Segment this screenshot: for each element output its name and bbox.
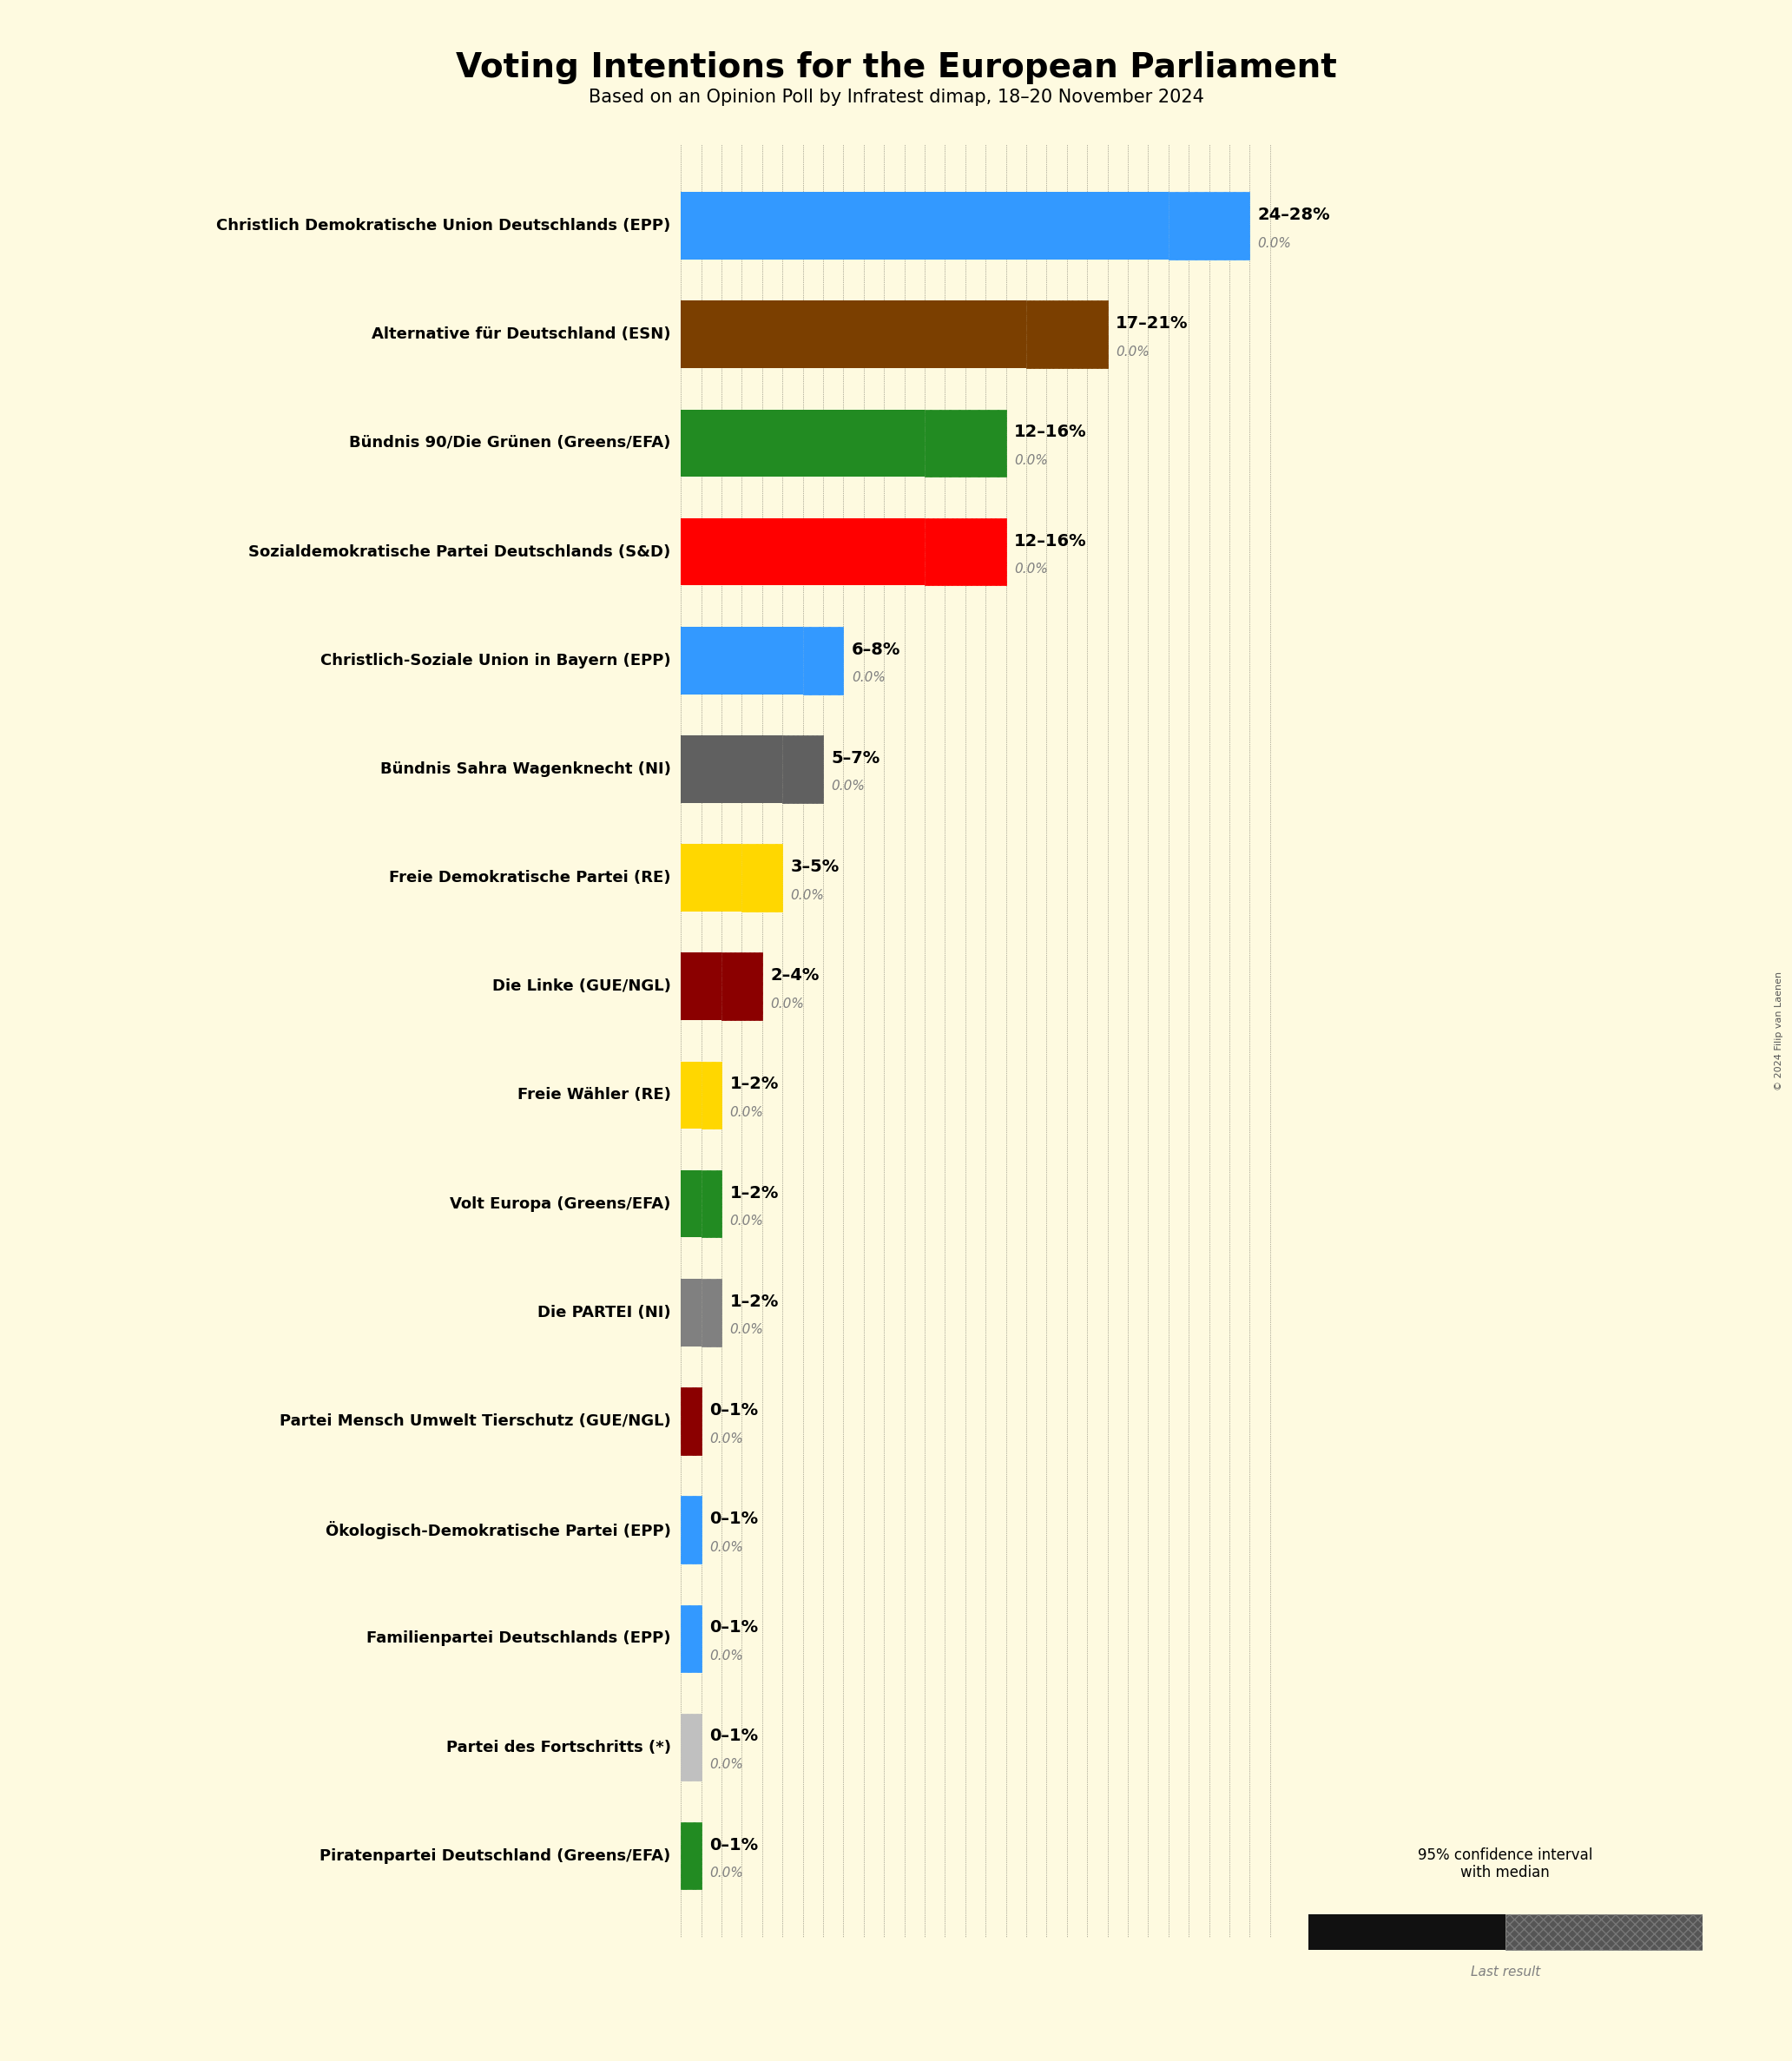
Text: Ökologisch-Demokratische Partei (EPP): Ökologisch-Demokratische Partei (EPP): [326, 1521, 670, 1540]
Text: 1–2%: 1–2%: [729, 1294, 780, 1311]
Text: Freie Wähler (RE): Freie Wähler (RE): [518, 1088, 670, 1103]
Bar: [783, 736, 823, 804]
Text: 0.0%: 0.0%: [1014, 563, 1048, 575]
Text: Bündnis Sahra Wagenknecht (NI): Bündnis Sahra Wagenknecht (NI): [380, 761, 670, 777]
Text: 0.0%: 0.0%: [851, 672, 885, 684]
Text: 0–1%: 0–1%: [710, 1401, 758, 1418]
Bar: [681, 1387, 701, 1455]
Bar: [681, 736, 783, 804]
Text: Familienpartei Deutschlands (EPP): Familienpartei Deutschlands (EPP): [367, 1630, 670, 1647]
Text: Last result: Last result: [1471, 1966, 1539, 1979]
Bar: [681, 301, 1027, 369]
Text: 3–5%: 3–5%: [790, 859, 839, 876]
Text: 95% confidence interval
with median: 95% confidence interval with median: [1417, 1847, 1593, 1882]
Text: Partei des Fortschritts (*): Partei des Fortschritts (*): [446, 1739, 670, 1756]
Bar: [1027, 301, 1107, 369]
Text: Christlich Demokratische Union Deutschlands (EPP): Christlich Demokratische Union Deutschla…: [217, 218, 670, 233]
Text: 0.0%: 0.0%: [831, 779, 866, 793]
Text: 1–2%: 1–2%: [729, 1076, 780, 1092]
Text: 0–1%: 0–1%: [710, 1511, 758, 1527]
Text: 0–1%: 0–1%: [710, 1727, 758, 1744]
Text: 0.0%: 0.0%: [729, 1323, 763, 1336]
Bar: [681, 1171, 701, 1237]
Text: Sozialdemokratische Partei Deutschlands (S&D): Sozialdemokratische Partei Deutschlands …: [249, 544, 670, 561]
Text: 12–16%: 12–16%: [1014, 532, 1086, 548]
Bar: [925, 410, 1005, 476]
Text: 24–28%: 24–28%: [1258, 206, 1330, 223]
Bar: [681, 1822, 701, 1890]
Bar: [742, 845, 783, 911]
Text: Die Linke (GUE/NGL): Die Linke (GUE/NGL): [493, 979, 670, 993]
Text: 5–7%: 5–7%: [831, 750, 880, 767]
Bar: [925, 517, 1005, 585]
Text: 0.0%: 0.0%: [1014, 453, 1048, 468]
Text: 0–1%: 0–1%: [710, 1836, 758, 1853]
Bar: [681, 1496, 701, 1564]
Bar: [701, 1171, 722, 1237]
Bar: [681, 192, 1168, 260]
Text: 6–8%: 6–8%: [851, 641, 901, 657]
Text: Voting Intentions for the European Parliament: Voting Intentions for the European Parli…: [455, 52, 1337, 85]
Text: 0.0%: 0.0%: [729, 1107, 763, 1119]
Bar: [681, 1061, 701, 1129]
Text: 0.0%: 0.0%: [1258, 237, 1292, 249]
Text: 0.0%: 0.0%: [710, 1649, 744, 1663]
Bar: [681, 1278, 701, 1346]
Text: 0.0%: 0.0%: [790, 888, 824, 903]
Text: 0.0%: 0.0%: [1116, 346, 1149, 359]
Text: Christlich-Soziale Union in Bayern (EPP): Christlich-Soziale Union in Bayern (EPP): [321, 653, 670, 668]
Text: 17–21%: 17–21%: [1116, 315, 1188, 332]
Text: Volt Europa (Greens/EFA): Volt Europa (Greens/EFA): [450, 1195, 670, 1212]
Text: 0.0%: 0.0%: [710, 1542, 744, 1554]
Text: 0.0%: 0.0%: [710, 1867, 744, 1880]
Bar: [681, 410, 925, 476]
Bar: [681, 845, 742, 911]
Text: Bündnis 90/Die Grünen (Greens/EFA): Bündnis 90/Die Grünen (Greens/EFA): [349, 435, 670, 451]
Bar: [681, 627, 803, 695]
Text: Alternative für Deutschland (ESN): Alternative für Deutschland (ESN): [371, 326, 670, 342]
Text: 0.0%: 0.0%: [771, 998, 805, 1010]
Text: Die PARTEI (NI): Die PARTEI (NI): [538, 1305, 670, 1321]
Bar: [1505, 1915, 1702, 1950]
Text: 12–16%: 12–16%: [1014, 425, 1086, 441]
Text: Partei Mensch Umwelt Tierschutz (GUE/NGL): Partei Mensch Umwelt Tierschutz (GUE/NGL…: [280, 1414, 670, 1428]
Text: © 2024 Filip van Laenen: © 2024 Filip van Laenen: [1774, 971, 1783, 1090]
Bar: [803, 627, 844, 695]
Bar: [681, 1713, 701, 1781]
Text: Freie Demokratische Partei (RE): Freie Demokratische Partei (RE): [389, 870, 670, 886]
Bar: [681, 952, 722, 1020]
Bar: [1168, 192, 1249, 260]
Bar: [1308, 1915, 1505, 1950]
Text: 1–2%: 1–2%: [729, 1185, 780, 1202]
Bar: [681, 517, 925, 585]
Bar: [701, 1278, 722, 1346]
Bar: [681, 1606, 701, 1671]
Bar: [701, 1061, 722, 1129]
Text: 0.0%: 0.0%: [710, 1432, 744, 1445]
Text: 0.0%: 0.0%: [710, 1758, 744, 1770]
Text: 2–4%: 2–4%: [771, 967, 819, 983]
Text: 0–1%: 0–1%: [710, 1620, 758, 1636]
Text: Based on an Opinion Poll by Infratest dimap, 18–20 November 2024: Based on an Opinion Poll by Infratest di…: [588, 89, 1204, 105]
Text: 0.0%: 0.0%: [729, 1214, 763, 1228]
Bar: [722, 952, 762, 1020]
Text: Piratenpartei Deutschland (Greens/EFA): Piratenpartei Deutschland (Greens/EFA): [319, 1849, 670, 1863]
